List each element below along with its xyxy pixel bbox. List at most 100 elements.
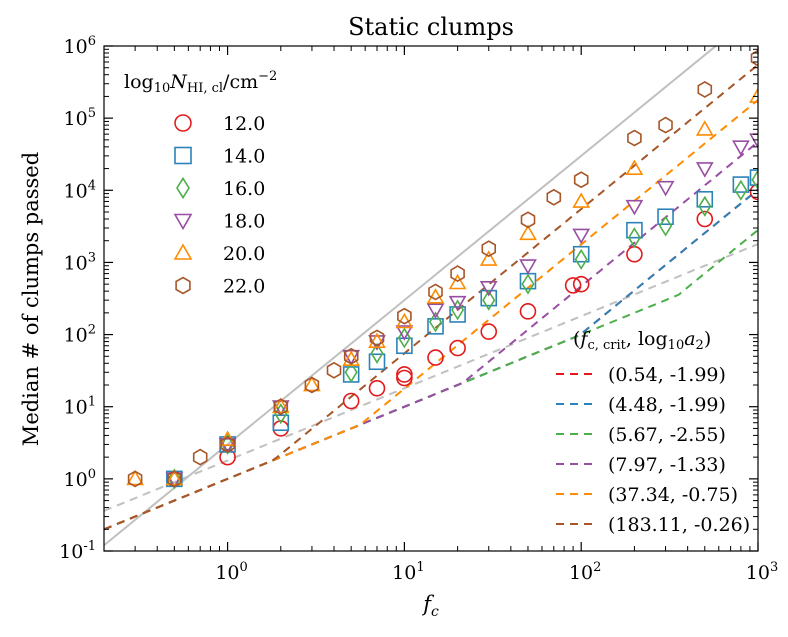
data-point-18.0 <box>519 259 537 275</box>
legend-marker-18.0 <box>173 213 193 231</box>
data-point-18.0 <box>165 472 184 489</box>
legend-marker-20.0 <box>173 243 193 260</box>
data-point-22.0 <box>450 265 465 283</box>
data-point-12.0 <box>219 448 236 466</box>
legend-fit-label: (4.48, -1.99) <box>608 394 726 416</box>
data-point-20.0 <box>572 192 591 208</box>
data-point-12.0 <box>519 303 537 320</box>
data-point-22.0 <box>369 329 385 347</box>
data-point-16.0 <box>428 311 443 333</box>
data-point-22.0 <box>520 211 536 229</box>
legend-marker-label: 18.0 <box>223 211 265 233</box>
data-point-22.0 <box>546 188 562 206</box>
y-tick-label: 106 <box>64 34 96 58</box>
data-point-20.0 <box>271 397 290 414</box>
data-point-16.0 <box>521 273 535 295</box>
legend-fit-label: (183.11, -0.26) <box>608 514 750 536</box>
data-point-12.0 <box>396 366 413 383</box>
reference-lines <box>104 46 758 547</box>
data-point-22.0 <box>428 283 443 301</box>
reference-line-dashed <box>104 243 758 512</box>
data-point-22.0 <box>273 398 289 416</box>
data-point-18.0 <box>695 162 714 178</box>
legend-marker-label: 22.0 <box>223 276 265 298</box>
legend-markers: log10NHI, cl/cm−2 12.0 14.0 16.0 18.0 20.0 22… <box>124 69 277 298</box>
data-point-20.0 <box>426 288 445 304</box>
data-point-16.0 <box>627 227 641 249</box>
legend-marker-label: 12.0 <box>223 113 265 135</box>
data-point-14.0 <box>449 306 466 323</box>
data-point-20.0 <box>479 250 498 266</box>
data-point-16.0 <box>370 342 384 364</box>
axis-ticks: 100 101 102 103 10-1 100 101 102 103 104 105 106 <box>59 34 778 584</box>
data-point-18.0 <box>749 133 758 150</box>
plot-frame <box>103 45 759 552</box>
legend-marker-14.0 <box>174 146 192 165</box>
data-point-20.0 <box>368 332 386 349</box>
y-tick-label: 105 <box>64 106 96 130</box>
data-point-16.0 <box>451 299 465 321</box>
data-point-12.0 <box>368 379 386 397</box>
data-point-22.0 <box>343 347 359 365</box>
fit-line-22.0 <box>104 64 758 531</box>
data-point-22.0 <box>220 435 235 453</box>
data-point-16.0 <box>658 215 673 237</box>
legend-fits-title: (fc, crit, log10a2) <box>573 328 711 353</box>
y-tick-label: 101 <box>64 395 96 419</box>
legend-markers-title: log10NHI, cl/cm−2 <box>124 69 277 96</box>
data-point-20.0 <box>342 350 361 367</box>
data-point-12.0 <box>564 277 582 294</box>
data-point-20.0 <box>695 120 714 136</box>
data-point-14.0 <box>342 366 360 383</box>
legend-marker-label: 20.0 <box>223 243 265 265</box>
data-point-22.0 <box>481 240 497 258</box>
data-point-16.0 <box>574 248 588 270</box>
data-point-22.0 <box>697 80 713 98</box>
data-point-12.0 <box>427 349 444 366</box>
data-point-20.0 <box>303 375 321 392</box>
legend-fit-label: (5.67, -2.55) <box>608 424 726 446</box>
data-point-14.0 <box>732 176 750 193</box>
data-point-20.0 <box>749 87 758 103</box>
data-point-18.0 <box>572 228 591 245</box>
data-point-12.0 <box>480 323 498 340</box>
data-point-22.0 <box>573 171 589 189</box>
data-point-20.0 <box>126 469 144 486</box>
data-point-12.0 <box>626 245 643 263</box>
data-markers <box>126 49 758 490</box>
data-point-20.0 <box>625 159 644 175</box>
y-tick-label: 103 <box>64 250 96 274</box>
fit-line-12.0 <box>104 188 758 531</box>
data-point-12.0 <box>572 275 590 293</box>
data-point-22.0 <box>192 448 208 466</box>
legend-marker-label: 16.0 <box>223 178 265 200</box>
data-point-14.0 <box>749 169 758 186</box>
legend-fit-label: (37.34, -0.75) <box>608 484 738 506</box>
data-point-22.0 <box>397 307 412 325</box>
data-point-16.0 <box>344 361 358 383</box>
x-tick-label: 103 <box>746 560 778 584</box>
data-point-18.0 <box>271 400 290 416</box>
legend-marker-16.0 <box>176 176 190 200</box>
data-point-14.0 <box>572 245 590 263</box>
data-point-14.0 <box>626 221 643 239</box>
data-point-18.0 <box>448 295 467 312</box>
x-axis-label: fc <box>421 592 439 620</box>
data-point-16.0 <box>397 327 411 349</box>
fit-line-14.0 <box>104 188 758 531</box>
y-tick-label: 100 <box>64 467 96 491</box>
data-point-12.0 <box>342 392 360 410</box>
data-point-18.0 <box>732 140 750 157</box>
data-point-16.0 <box>751 169 758 191</box>
data-point-18.0 <box>479 280 498 297</box>
data-point-22.0 <box>304 376 320 394</box>
data-point-22.0 <box>750 49 758 67</box>
x-tick-label: 100 <box>215 560 247 584</box>
data-point-18.0 <box>656 180 675 197</box>
data-point-18.0 <box>395 325 414 341</box>
data-point-20.0 <box>165 469 184 486</box>
data-point-12.0 <box>396 369 413 387</box>
legend-marker-22.0 <box>175 276 191 295</box>
x-tick-label: 102 <box>569 560 601 584</box>
